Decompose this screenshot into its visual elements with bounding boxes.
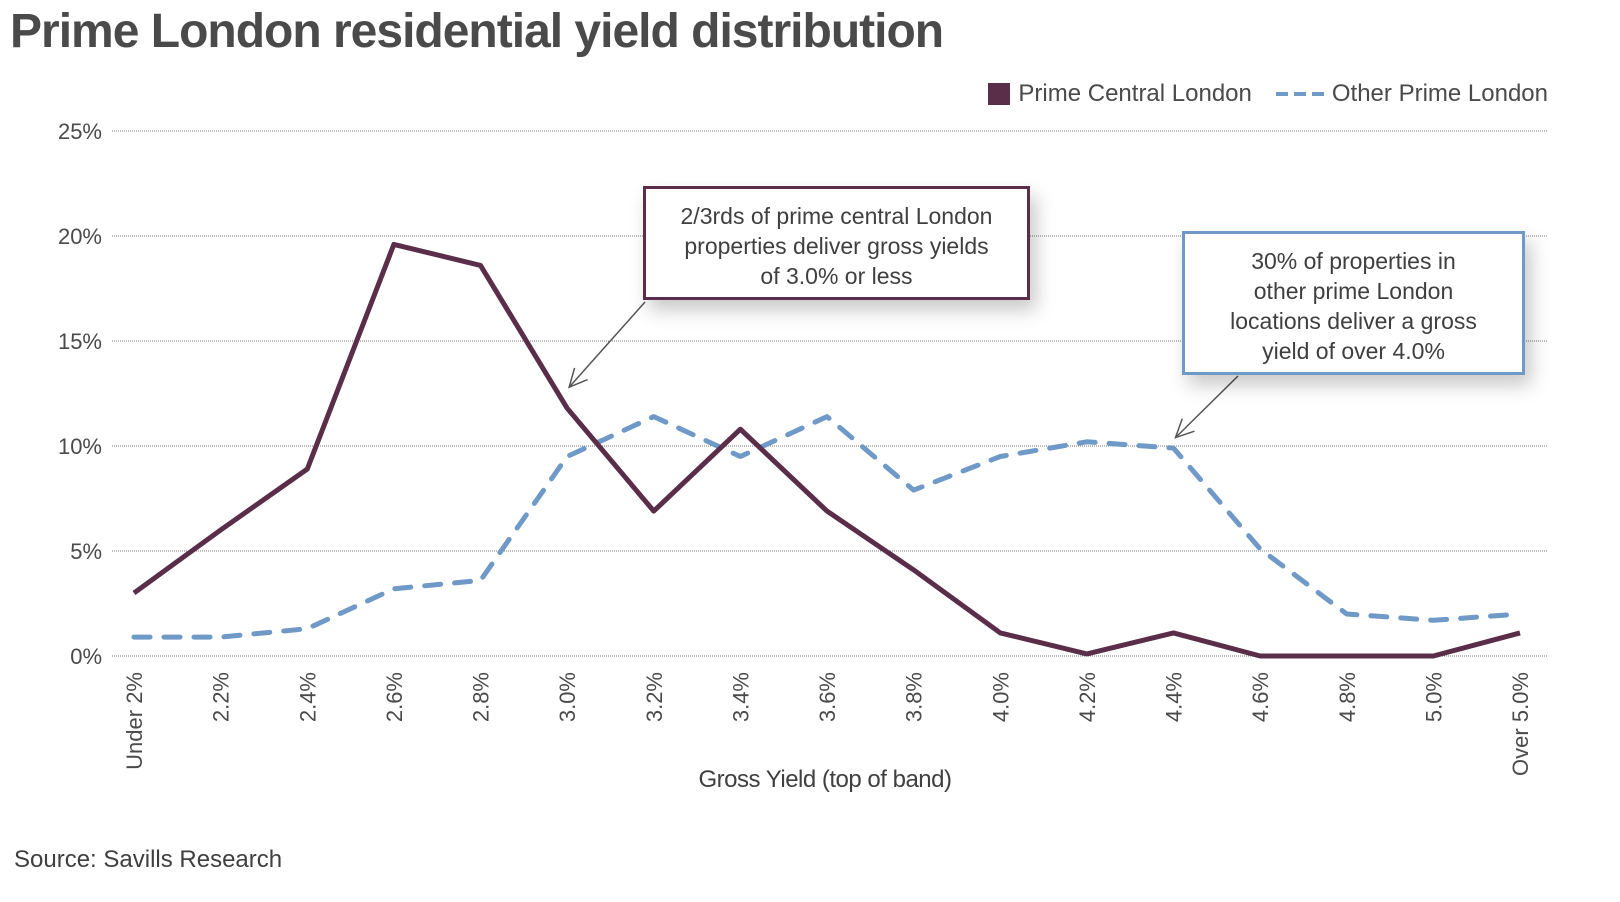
x-tick-label: 3.2% [642,672,667,722]
x-tick-label: 2.6% [382,672,407,722]
y-tick-label: 15% [58,329,102,354]
y-tick-label: 25% [58,119,102,144]
legend-label-prime-central-london: Prime Central London [1018,80,1252,107]
annotation-prime-central-london: 2/3rds of prime central London propertie… [643,186,1030,300]
y-axis-ticks: 0% 5% 10% 15% 20% 25% [58,119,102,669]
x-axis-ticks: Under 2% 2.2% 2.4% 2.6% 2.8% 3.0% 3.2% 3.4% 3.6%… [122,672,1533,776]
legend-swatch-other-prime-london [1275,92,1324,96]
x-tick-label: 4.8% [1335,672,1360,722]
annotation-line: yield of over 4.0% [1262,338,1445,364]
x-tick-label: 3.0% [555,672,580,722]
annotation-line: properties deliver gross yields [684,233,989,259]
annotation-line: 2/3rds of prime central London [680,203,993,229]
annotation-other-prime-london: 30% of properties in other prime London … [1182,231,1525,375]
series-lines [131,241,1523,659]
legend: Prime Central London Other Prime London [988,80,1548,108]
annotation-line: other prime London [1253,278,1454,304]
y-tick-label: 5% [70,539,102,564]
x-tick-label: 4.4% [1162,672,1187,722]
y-tick-label: 0% [70,644,102,669]
x-tick-label: 3.4% [728,672,753,722]
x-tick-label: 5.0% [1421,672,1446,722]
x-tick-label: 2.8% [469,672,494,722]
annotation-line: of 3.0% or less [760,263,913,289]
x-tick-label: 2.4% [295,672,320,722]
x-tick-label: 2.2% [209,672,234,722]
annotation-line: locations deliver a gross [1230,308,1477,334]
x-tick-label: Under 2% [122,672,147,770]
x-axis-label: Gross Yield (top of band) [698,766,952,793]
x-tick-label: 4.6% [1248,672,1273,722]
annotation-arrows [567,301,1239,439]
x-tick-label: 4.0% [988,672,1013,722]
y-tick-label: 10% [58,434,102,459]
series-line-other-prime-london [131,414,1523,640]
x-tick-label: 3.6% [815,672,840,722]
arrow-other-prime-london [1174,375,1239,439]
x-tick-label: Over 5.0% [1508,672,1533,776]
chart-title: Prime London residential yield distribut… [10,5,944,58]
arrow-prime-central-london [568,301,646,388]
x-tick-label: 3.8% [902,672,927,722]
annotation-line: 30% of properties in [1251,248,1456,274]
legend-swatch-prime-central-london [988,83,1011,105]
legend-label-other-prime-london: Other Prime London [1331,80,1548,107]
arrow-other-prime-london-head [1174,418,1195,439]
source-note: Source: Savills Research [14,846,283,873]
arrow-prime-central-london-head [567,367,588,389]
y-tick-label: 20% [58,224,102,249]
x-tick-label: 4.2% [1075,672,1100,722]
